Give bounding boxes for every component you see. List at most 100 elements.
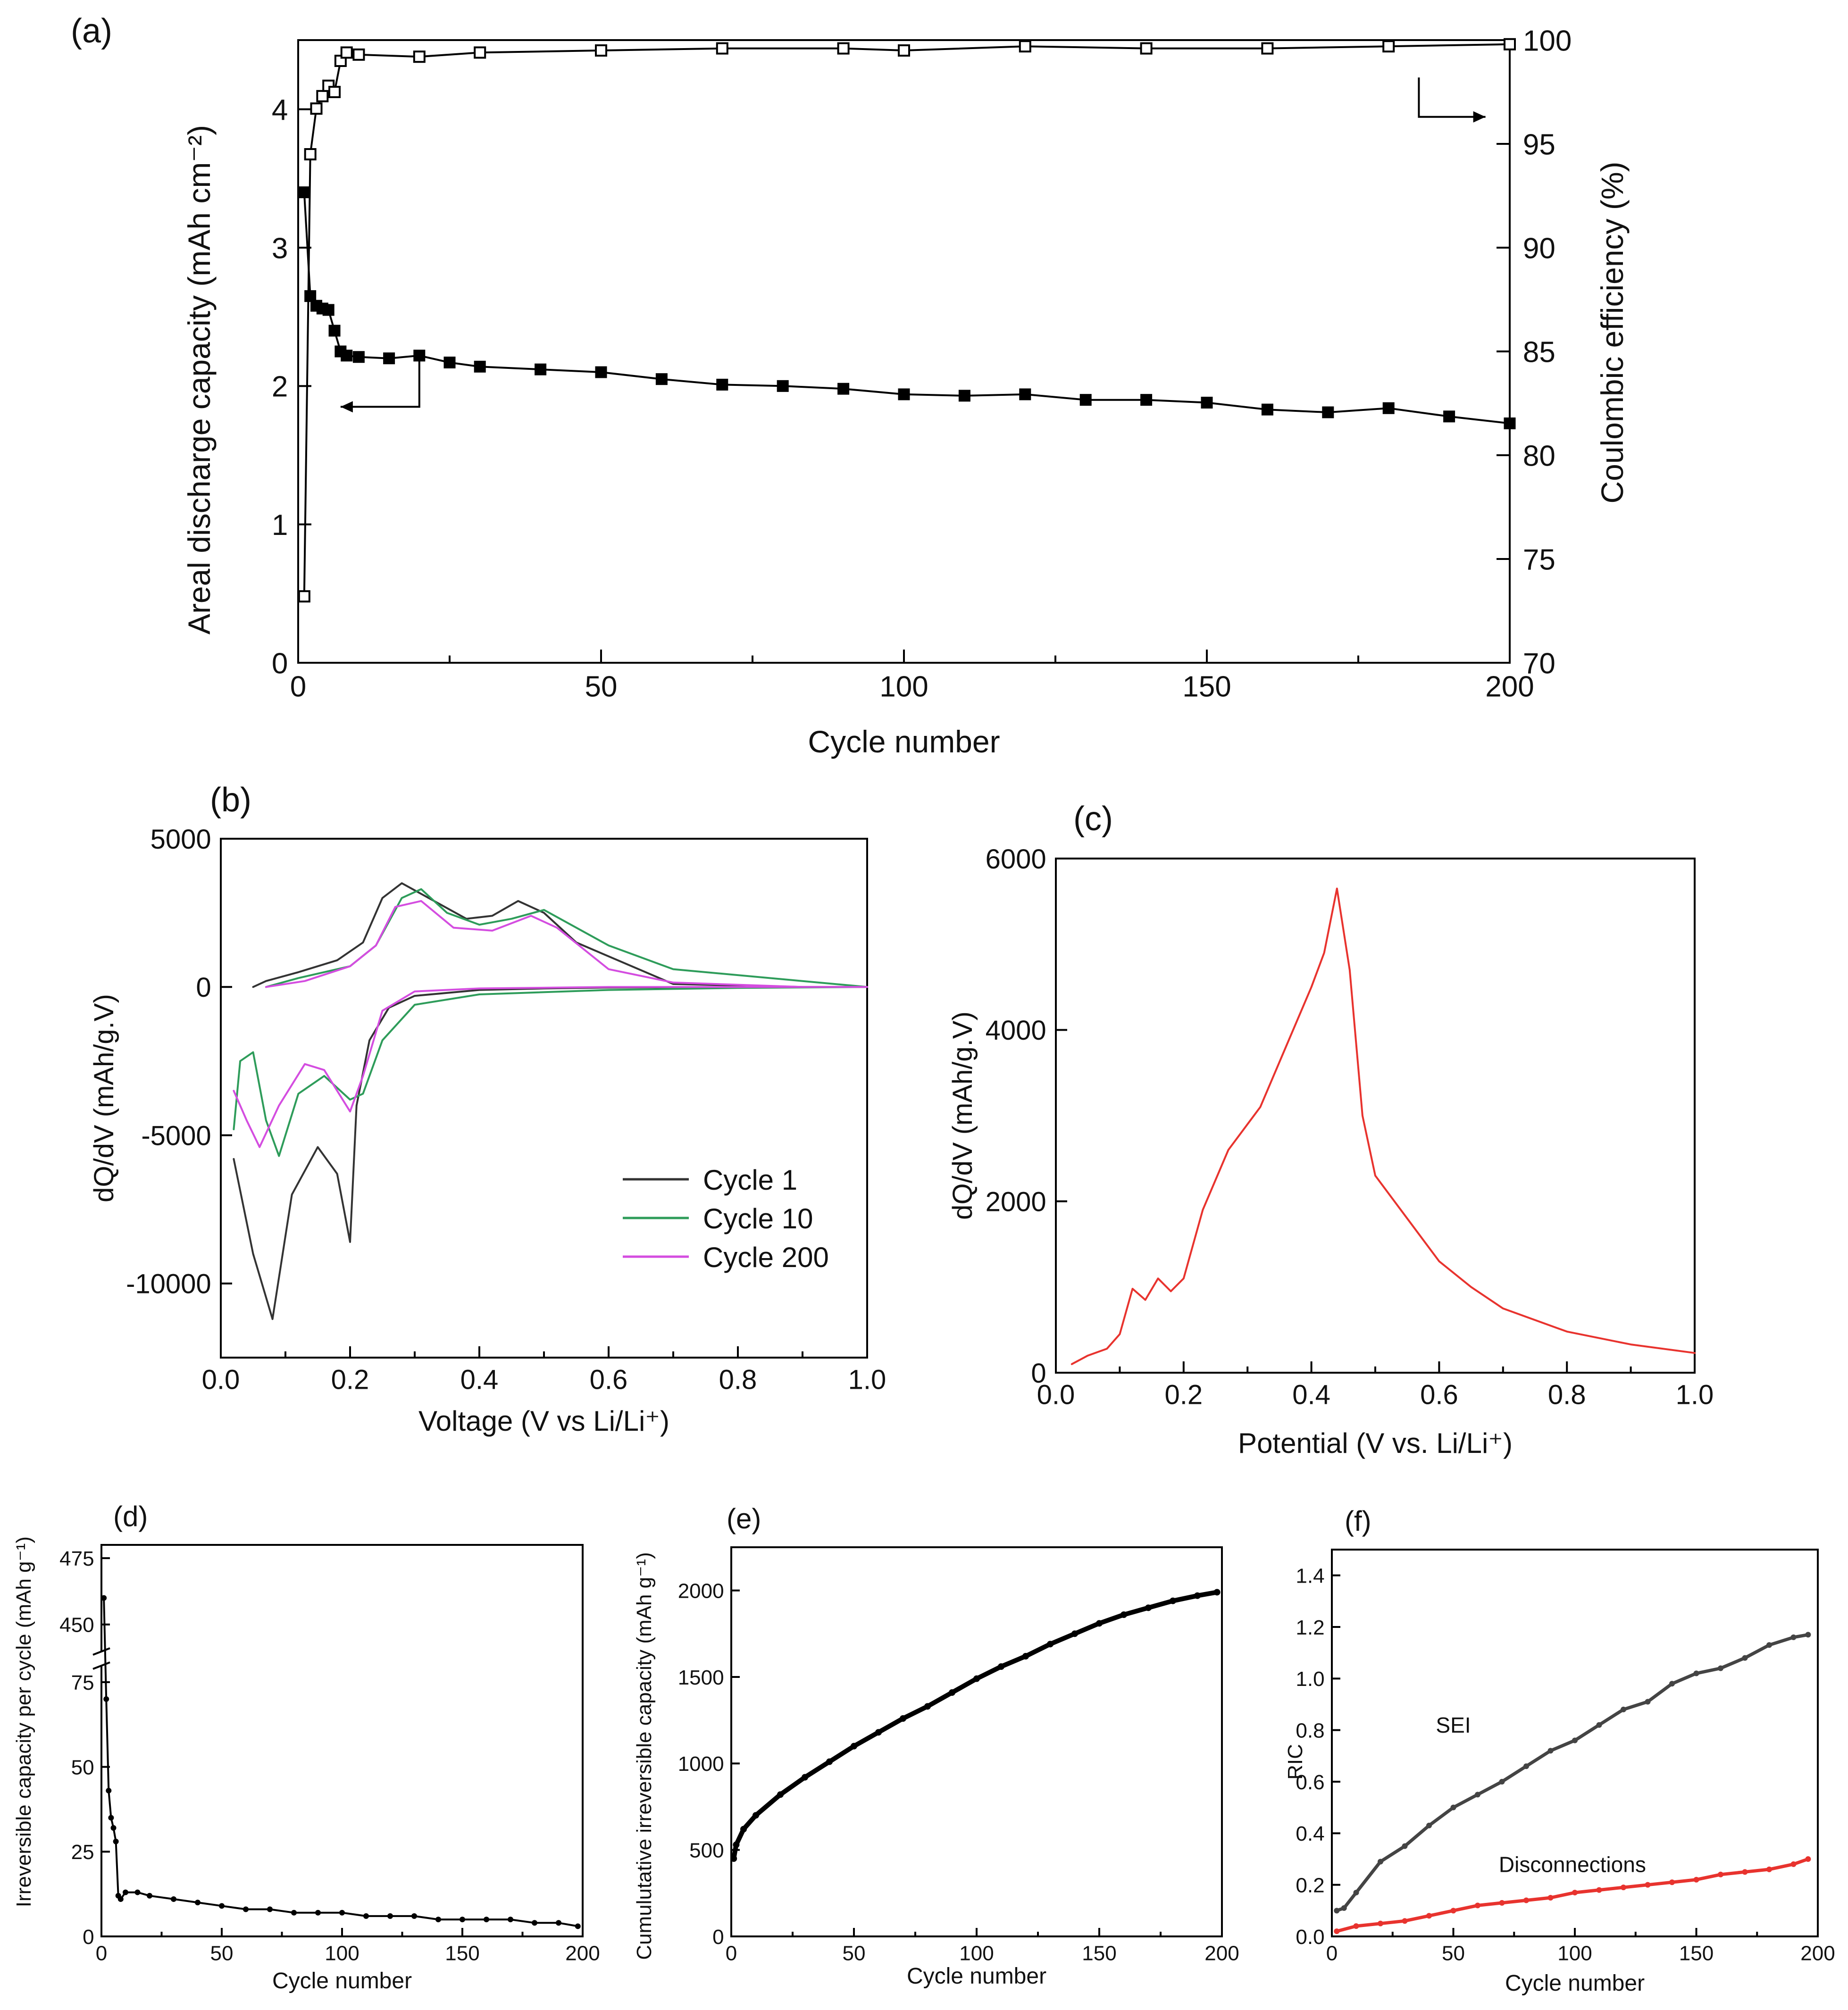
- panel-label: (f): [1345, 1505, 1371, 1537]
- x-tick-label: 50: [210, 1942, 234, 1965]
- series-line-dqdv: [1070, 887, 1696, 1365]
- arrow-right-to-efficiency: [1418, 77, 1486, 118]
- marker-capacity: [304, 290, 317, 302]
- marker-irreversible: [219, 1903, 225, 1909]
- y-tick-label: 0.0: [1296, 1926, 1324, 1949]
- marker-irreversible: [532, 1920, 537, 1926]
- marker-efficiency: [1019, 40, 1031, 53]
- panel-d: 0 50 100 150 200 0 25 50 75 450 475 Cycle number Irr…: [12, 1501, 600, 1993]
- panel-label: (d): [113, 1501, 148, 1532]
- marker-irreversible: [123, 1889, 128, 1895]
- marker-efficiency: [340, 46, 353, 59]
- series-line-cycle-10: [233, 888, 868, 1157]
- marker-sei: [1669, 1681, 1675, 1687]
- y-tick-label: 1500: [678, 1666, 724, 1689]
- marker-sei: [1645, 1699, 1651, 1705]
- y-axis-label: Areal discharge capacity (mAh cm⁻²): [182, 125, 217, 634]
- x-tick-label: 0: [290, 670, 306, 703]
- x-tick-label: 0: [96, 1942, 107, 1965]
- marker-sei: [1353, 1890, 1359, 1896]
- x-tick-label: 0: [726, 1942, 737, 1965]
- marker-irreversible: [267, 1906, 273, 1912]
- marker-sei: [1402, 1843, 1408, 1849]
- y-tick-label: 0.2: [1296, 1874, 1324, 1897]
- y-right-tick-label: 70: [1523, 647, 1555, 680]
- y-axis-label: RIC: [1284, 1744, 1307, 1780]
- panel-label: (c): [1073, 800, 1113, 838]
- panel-b-plot-frame: [220, 838, 868, 1359]
- y-right-tick-label: 75: [1523, 543, 1555, 576]
- marker-cumulative: [1071, 1630, 1078, 1637]
- marker-irreversible: [291, 1910, 297, 1916]
- marker-sei: [1766, 1642, 1772, 1648]
- marker-cumulative: [1170, 1597, 1176, 1604]
- panel-a: 0 50 100 150 200 0 1 2 3 4 70 75 80 85 90 95 100 Cycle nu…: [71, 12, 1630, 759]
- axis-break-mark: [92, 1661, 110, 1670]
- x-tick-label: 150: [1679, 1942, 1714, 1965]
- marker-irreversible: [171, 1896, 176, 1902]
- marker-efficiency: [304, 148, 317, 160]
- x-axis-label: Cycle number: [907, 1964, 1046, 1989]
- marker-disconnections: [1645, 1882, 1651, 1888]
- marker-cumulative: [826, 1758, 833, 1765]
- marker-disconnections: [1334, 1928, 1340, 1935]
- marker-disconnections: [1742, 1869, 1748, 1875]
- y-tick-label: 450: [59, 1614, 94, 1637]
- y-tick-label: 1.0: [1296, 1668, 1324, 1691]
- marker-sei: [1621, 1706, 1626, 1712]
- marker-disconnections: [1426, 1913, 1432, 1919]
- x-tick-label: 0.0: [1037, 1380, 1075, 1410]
- marker-efficiency: [310, 102, 323, 115]
- y-tick-label: 4: [272, 94, 288, 126]
- y-tick-label: 0.6: [1296, 1771, 1324, 1794]
- legend-entry: Cycle 1: [703, 1164, 797, 1196]
- y-tick-label: 4000: [986, 1015, 1046, 1046]
- x-tick-label: 1.0: [1676, 1380, 1714, 1410]
- series-line-efficiency: [303, 43, 1511, 598]
- y-tick-label: 500: [689, 1839, 724, 1862]
- marker-efficiency: [1504, 38, 1516, 50]
- y-tick-label: 0: [712, 1926, 724, 1949]
- x-tick-label: 200: [1800, 1942, 1835, 1965]
- marker-cumulative: [777, 1791, 784, 1798]
- marker-capacity: [535, 363, 547, 375]
- marker-capacity: [383, 352, 395, 365]
- marker-sei: [1426, 1822, 1432, 1828]
- marker-cumulative: [1096, 1620, 1103, 1627]
- marker-capacity: [958, 390, 970, 402]
- marker-irreversible: [103, 1696, 109, 1702]
- y-right-tick-label: 90: [1523, 232, 1555, 265]
- marker-efficiency: [413, 50, 426, 63]
- x-axis-label: Voltage (V vs Li/Li⁺): [418, 1405, 669, 1437]
- panel-d-plot-frame: [100, 1544, 584, 1937]
- marker-disconnections: [1669, 1879, 1675, 1885]
- marker-efficiency: [1140, 42, 1153, 55]
- marker-efficiency: [298, 590, 310, 603]
- marker-cumulative: [733, 1841, 740, 1848]
- marker-disconnections: [1450, 1908, 1456, 1914]
- arrow-left-head: [340, 401, 353, 413]
- marker-capacity: [328, 325, 341, 337]
- x-tick-label: 100: [959, 1942, 994, 1965]
- y-tick-label: -5000: [141, 1120, 211, 1151]
- arrow-right-head: [1473, 111, 1486, 123]
- marker-capacity: [837, 383, 850, 395]
- marker-capacity: [595, 366, 607, 378]
- marker-efficiency: [352, 48, 365, 61]
- marker-irreversible: [411, 1913, 417, 1919]
- marker-irreversible: [106, 1787, 112, 1793]
- series-line-cycle-200: [233, 900, 868, 1148]
- x-tick-label: 1.0: [848, 1365, 886, 1395]
- marker-irreversible: [243, 1906, 249, 1912]
- marker-irreversible: [460, 1917, 465, 1923]
- y-axis-label: dQ/dV (mAh/g.V): [89, 994, 119, 1202]
- marker-sei: [1450, 1804, 1456, 1810]
- marker-irreversible: [108, 1815, 114, 1821]
- marker-disconnections: [1718, 1871, 1723, 1877]
- marker-efficiency: [837, 42, 850, 55]
- marker-cumulative: [998, 1663, 1004, 1670]
- marker-efficiency: [1382, 40, 1395, 53]
- marker-cumulative: [1194, 1592, 1201, 1599]
